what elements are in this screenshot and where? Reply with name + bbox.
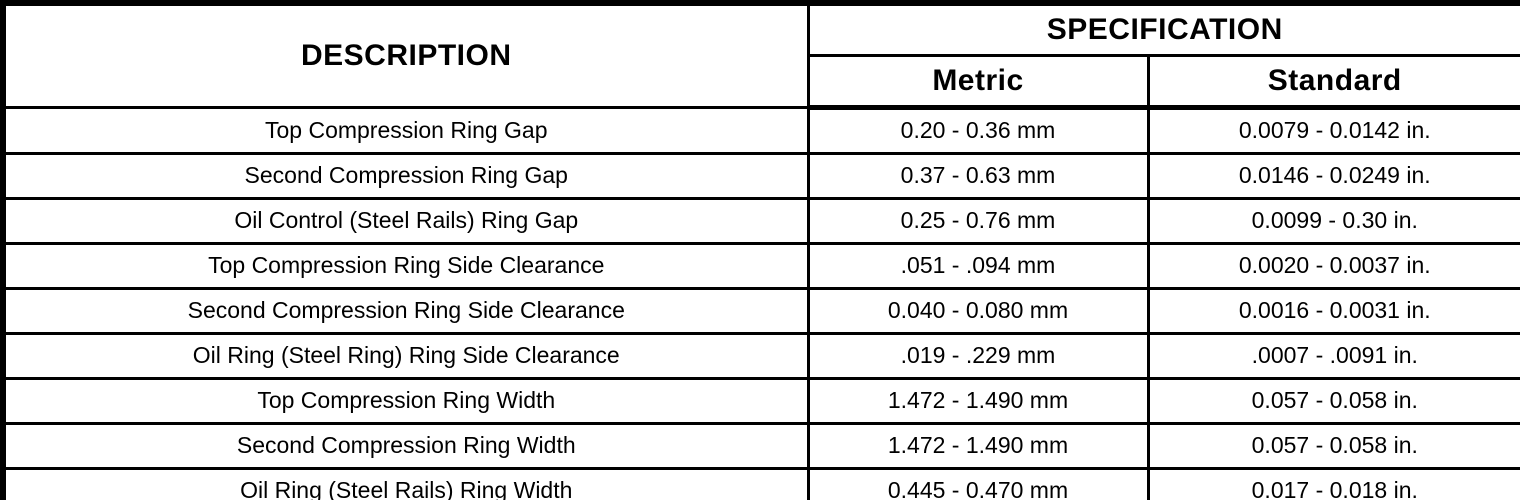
cell-description: Oil Ring (Steel Ring) Ring Side Clearanc… (1, 331, 810, 380)
cell-description: Second Compression Ring Width (1, 421, 810, 470)
table-row: Second Compression Ring Width 1.472 - 1.… (1, 421, 1520, 470)
table-row: Second Compression Ring Side Clearance 0… (1, 286, 1520, 335)
cell-metric: 1.472 - 1.490 mm (806, 421, 1150, 470)
cell-description: Top Compression Ring Side Clearance (1, 241, 810, 290)
cell-metric: 0.25 - 0.76 mm (806, 196, 1150, 245)
cell-description: Top Compression Ring Width (1, 376, 810, 425)
cell-metric: 0.040 - 0.080 mm (806, 286, 1150, 335)
column-header-metric: Metric (806, 53, 1150, 110)
cell-standard: 0.0146 - 0.0249 in. (1146, 151, 1520, 200)
cell-standard: 0.057 - 0.058 in. (1146, 376, 1520, 425)
table-row: Top Compression Ring Side Clearance .051… (1, 241, 1520, 290)
cell-metric: 1.472 - 1.490 mm (806, 376, 1150, 425)
cell-metric: 0.20 - 0.36 mm (806, 105, 1150, 155)
cell-metric: .019 - .229 mm (806, 331, 1150, 380)
cell-standard: 0.0016 - 0.0031 in. (1146, 286, 1520, 335)
cell-description: Second Compression Ring Gap (1, 151, 810, 200)
cell-standard: 0.0079 - 0.0142 in. (1146, 105, 1520, 155)
cell-description: Top Compression Ring Gap (1, 105, 810, 155)
column-header-standard: Standard (1146, 53, 1520, 110)
table-row: Second Compression Ring Gap 0.37 - 0.63 … (1, 151, 1520, 200)
table-row: Top Compression Ring Width 1.472 - 1.490… (1, 376, 1520, 425)
cell-standard: .0007 - .0091 in. (1146, 331, 1520, 380)
cell-metric: .051 - .094 mm (806, 241, 1150, 290)
cell-description: Second Compression Ring Side Clearance (1, 286, 810, 335)
cell-standard: 0.017 - 0.018 in. (1146, 466, 1520, 500)
table-row: Top Compression Ring Gap 0.20 - 0.36 mm … (1, 105, 1520, 155)
cell-standard: 0.0099 - 0.30 in. (1146, 196, 1520, 245)
table-row: Oil Ring (Steel Ring) Ring Side Clearanc… (1, 331, 1520, 380)
table-row: Oil Control (Steel Rails) Ring Gap 0.25 … (1, 196, 1520, 245)
column-header-description: DESCRIPTION (1, 1, 810, 109)
cell-description: Oil Control (Steel Rails) Ring Gap (1, 196, 810, 245)
cell-standard: 0.0020 - 0.0037 in. (1146, 241, 1520, 290)
cell-metric: 0.37 - 0.63 mm (806, 151, 1150, 200)
spec-table-body: Top Compression Ring Gap 0.20 - 0.36 mm … (1, 105, 1520, 500)
cell-description: Oil Ring (Steel Rails) Ring Width (1, 466, 810, 500)
table-row: Oil Ring (Steel Rails) Ring Width 0.445 … (1, 466, 1520, 500)
column-header-specification: SPECIFICATION (806, 1, 1520, 57)
cell-standard: 0.057 - 0.058 in. (1146, 421, 1520, 470)
cell-metric: 0.445 - 0.470 mm (806, 466, 1150, 500)
